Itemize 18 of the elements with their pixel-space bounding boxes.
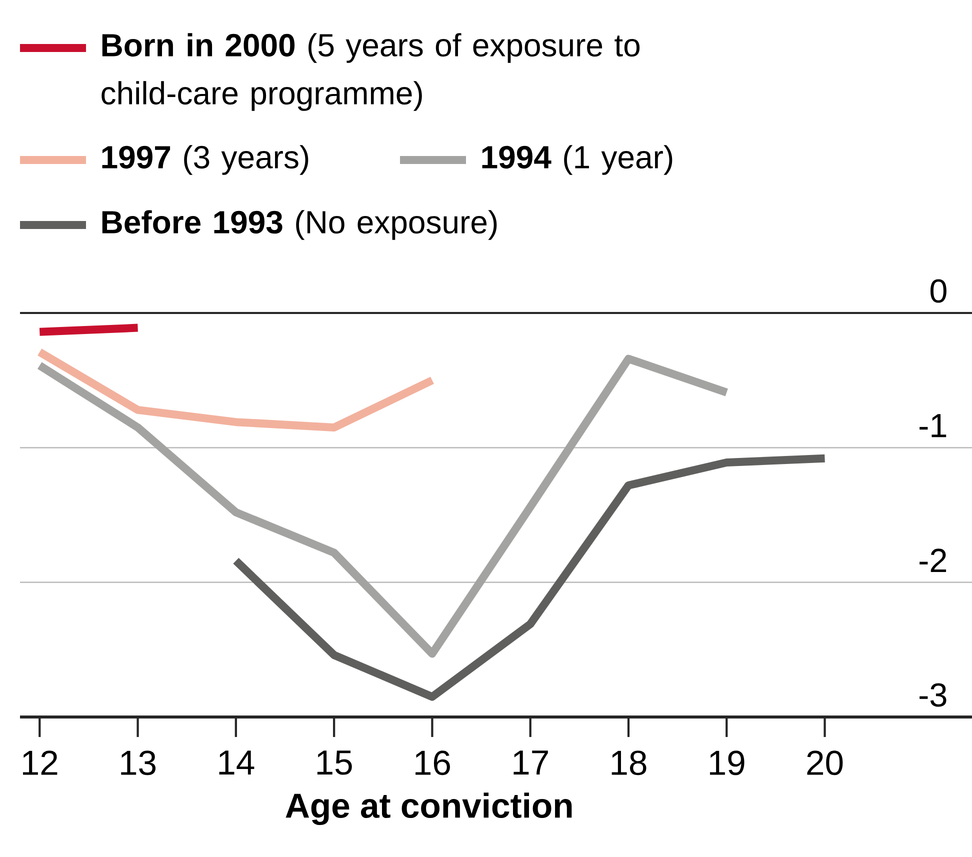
x-tick-label: 16 <box>416 750 450 776</box>
y-tick-label: -2 <box>920 548 946 572</box>
x-tick-label: 19 <box>710 750 744 776</box>
legend-label: 1994 (1 year) <box>482 145 672 175</box>
x-tick-label: 12 <box>22 750 58 775</box>
legend-label: 1997 (3 years) <box>102 145 308 175</box>
x-tick-label: 20 <box>807 750 843 776</box>
y-tick-label: -1 <box>920 414 946 438</box>
x-tick-label: 14 <box>219 750 254 774</box>
x-axis-title: Age at conviction <box>286 792 572 826</box>
legend-label: Before 1993 (No exposure) <box>102 210 497 240</box>
x-tick-label: 17 <box>514 750 548 774</box>
y-tick-label: -3 <box>920 683 946 707</box>
y-tick-label: 0 <box>930 279 946 303</box>
legend-label: Born in 2000 (5 years of exposure to child-care programme) <box>102 33 640 111</box>
x-tick-label: 18 <box>612 750 646 776</box>
x-tick-label: 15 <box>317 750 352 775</box>
x-tick-label: 13 <box>121 750 156 776</box>
